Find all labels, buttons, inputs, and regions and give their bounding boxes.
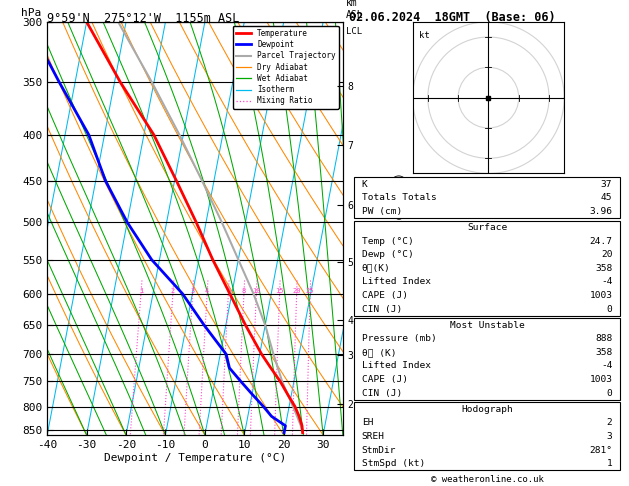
Text: K: K <box>362 180 367 189</box>
Text: 4: 4 <box>205 288 209 294</box>
Text: Surface: Surface <box>467 223 507 232</box>
Text: 2: 2 <box>606 418 613 427</box>
Text: Temp (°C): Temp (°C) <box>362 237 413 245</box>
Text: 1003: 1003 <box>589 291 613 300</box>
Text: 0: 0 <box>606 305 613 313</box>
Text: 25: 25 <box>306 288 314 294</box>
Text: 1: 1 <box>606 459 613 468</box>
Text: 3: 3 <box>191 288 195 294</box>
Text: 20: 20 <box>292 288 301 294</box>
Text: -4: -4 <box>601 362 613 370</box>
Text: CAPE (J): CAPE (J) <box>362 291 408 300</box>
X-axis label: Dewpoint / Temperature (°C): Dewpoint / Temperature (°C) <box>104 452 286 463</box>
Text: 10: 10 <box>252 288 260 294</box>
Text: LCL: LCL <box>346 27 362 35</box>
Text: 358: 358 <box>595 348 613 357</box>
Text: Lifted Index: Lifted Index <box>362 362 431 370</box>
Text: Pressure (mb): Pressure (mb) <box>362 334 437 343</box>
Text: © weatheronline.co.uk: © weatheronline.co.uk <box>431 475 544 484</box>
Text: CAPE (J): CAPE (J) <box>362 375 408 384</box>
Text: 0: 0 <box>606 389 613 398</box>
Text: kt: kt <box>419 31 430 40</box>
Text: 2: 2 <box>170 288 175 294</box>
Text: Lifted Index: Lifted Index <box>362 278 431 286</box>
Text: 45: 45 <box>601 193 613 202</box>
Text: Totals Totals: Totals Totals <box>362 193 437 202</box>
Text: PW (cm): PW (cm) <box>362 207 402 216</box>
Text: 358: 358 <box>595 264 613 273</box>
Text: 02.06.2024  18GMT  (Base: 06): 02.06.2024 18GMT (Base: 06) <box>349 11 555 24</box>
Text: 9°59'N  275°12'W  1155m ASL: 9°59'N 275°12'W 1155m ASL <box>47 12 240 25</box>
Text: θᴪ (K): θᴪ (K) <box>362 348 396 357</box>
Y-axis label: Mixing Ratio (g/kg): Mixing Ratio (g/kg) <box>395 173 405 284</box>
Text: 37: 37 <box>601 180 613 189</box>
Legend: Temperature, Dewpoint, Parcel Trajectory, Dry Adiabat, Wet Adiabat, Isotherm, Mi: Temperature, Dewpoint, Parcel Trajectory… <box>233 26 339 108</box>
Text: SREH: SREH <box>362 432 385 441</box>
Text: hPa: hPa <box>21 8 41 17</box>
Text: EH: EH <box>362 418 373 427</box>
Text: Dewp (°C): Dewp (°C) <box>362 250 413 259</box>
Text: Hodograph: Hodograph <box>461 405 513 414</box>
Text: Most Unstable: Most Unstable <box>450 321 525 330</box>
Text: 6: 6 <box>226 288 230 294</box>
Text: CIN (J): CIN (J) <box>362 305 402 313</box>
Text: 3.96: 3.96 <box>589 207 613 216</box>
Text: 1003: 1003 <box>589 375 613 384</box>
Text: CIN (J): CIN (J) <box>362 389 402 398</box>
Text: θᴄ(K): θᴄ(K) <box>362 264 391 273</box>
Text: 1: 1 <box>139 288 143 294</box>
Text: 15: 15 <box>276 288 284 294</box>
Text: 8: 8 <box>242 288 246 294</box>
Text: StmSpd (kt): StmSpd (kt) <box>362 459 425 468</box>
Text: 888: 888 <box>595 334 613 343</box>
Text: 281°: 281° <box>589 446 613 454</box>
Text: StmDir: StmDir <box>362 446 396 454</box>
Text: 20: 20 <box>601 250 613 259</box>
Text: 3: 3 <box>606 432 613 441</box>
Text: -4: -4 <box>601 278 613 286</box>
Text: km
ASL: km ASL <box>346 0 364 20</box>
Text: 24.7: 24.7 <box>589 237 613 245</box>
